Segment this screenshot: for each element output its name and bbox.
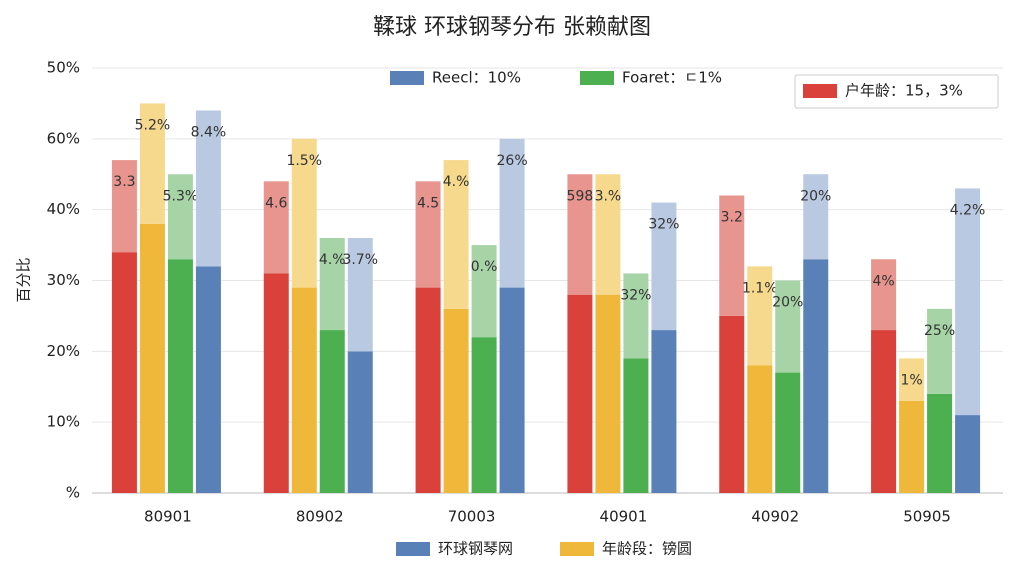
bar-label: 4.%: [319, 252, 346, 268]
bar-segment-upper: [719, 195, 745, 316]
y-tick-label: 40%: [47, 200, 80, 218]
bar-segment-upper: [775, 280, 801, 373]
bar-segment-upper: [347, 238, 373, 352]
bar-segment: [499, 287, 525, 493]
bar-label: 5.2%: [135, 117, 171, 133]
y-tick-label: 10%: [47, 413, 80, 431]
y-tick-label: %: [66, 484, 80, 502]
bar-label: 0.%: [471, 259, 498, 275]
bar-segment-upper: [623, 273, 649, 359]
legend-box: [794, 74, 999, 109]
bar-label: 1%: [900, 372, 922, 388]
legend-item-swatch: [396, 542, 430, 556]
bar-segment-upper: [747, 266, 773, 366]
bar-label: 4.2%: [950, 202, 986, 218]
bar-segment: [899, 400, 925, 493]
bar-label: 3.3: [113, 174, 135, 190]
bar-segment-upper: [499, 138, 525, 288]
bar-segment: [347, 351, 373, 493]
bar-segment: [651, 330, 677, 493]
legend-item-swatch: [390, 71, 424, 85]
bar-label: 3.%: [595, 188, 622, 204]
bar-label: 3.2: [721, 210, 743, 226]
y-tick-label: 30%: [47, 271, 80, 289]
x-tick-label: 80901: [144, 508, 192, 526]
bar-segment: [871, 330, 897, 493]
bar-segment: [319, 330, 345, 493]
bar-segment: [263, 273, 289, 493]
bar-segment: [719, 315, 745, 493]
bar-segment: [747, 365, 773, 493]
bar-label: 3.7%: [342, 252, 378, 268]
bar-label: 25%: [924, 323, 955, 339]
bar-label: 4.%: [443, 174, 470, 190]
bar-segment: [291, 287, 317, 493]
bar-segment: [595, 294, 621, 493]
bar-label: 32%: [648, 217, 679, 233]
bar-segment-upper: [871, 259, 897, 331]
bar-segment-upper: [111, 160, 137, 253]
bar-segment-upper: [263, 181, 289, 274]
x-tick-label: 40901: [600, 508, 648, 526]
bar-segment-upper: [595, 174, 621, 295]
bar-segment: [471, 337, 497, 493]
legend-item-swatch: [803, 84, 837, 98]
legend-item: 年龄段：镑圆: [602, 540, 692, 558]
legend-item: 户年龄：15，3%: [845, 82, 963, 100]
x-tick-label: 70003: [448, 508, 496, 526]
bar-segment-upper: [443, 160, 469, 309]
bar-label: 8.4%: [191, 125, 227, 141]
bar-segment-upper: [415, 181, 441, 288]
bar-segment-upper: [319, 238, 345, 331]
bar-segment-upper: [167, 174, 193, 260]
bar-segment: [195, 266, 221, 493]
bar-label: 598: [567, 188, 594, 204]
bar-label: 4.5: [417, 195, 439, 211]
bar-label: 20%: [772, 295, 803, 311]
bar-segment: [623, 358, 649, 493]
chart-title: 鞣球 环球钢琴分布 张赖献图: [373, 15, 651, 40]
bar-label: 26%: [497, 153, 528, 169]
bar-label: 4%: [872, 273, 894, 289]
y-tick-label: 60%: [47, 129, 80, 147]
x-tick-label: 40902: [751, 508, 799, 526]
legend-item: 环球钢琴网: [438, 540, 513, 558]
legend-item-swatch: [580, 71, 614, 85]
bar-segment: [803, 259, 829, 493]
bar-segment: [567, 294, 593, 493]
legend-item: Foaret：ㄷ1%: [622, 69, 722, 87]
bar-segment-upper: [803, 174, 829, 260]
bar-segment-upper: [291, 138, 317, 288]
bar-segment: [139, 223, 165, 494]
y-tick-label: 20%: [47, 342, 80, 360]
bar-segment: [443, 308, 469, 493]
bar-segment: [167, 259, 193, 493]
bar-segment: [415, 287, 441, 493]
x-tick-label: 80902: [296, 508, 344, 526]
y-axis-label: 百分比: [15, 257, 33, 302]
bar-label: 1.5%: [286, 153, 322, 169]
bar-segment: [955, 415, 981, 493]
bar-segment-upper: [955, 188, 981, 416]
bar-label: 20%: [800, 188, 831, 204]
x-tick-label: 50905: [903, 508, 951, 526]
bar-segment: [111, 252, 137, 493]
bar-segment-upper: [567, 174, 593, 295]
bar-label: 32%: [620, 287, 651, 303]
bar-label: 4.6: [265, 195, 287, 211]
legend-item: Reecl：10%: [432, 69, 521, 87]
bar-segment: [927, 393, 953, 493]
bar-label: 5.3%: [163, 188, 199, 204]
bar-segment-upper: [139, 103, 165, 224]
y-tick-label: 50%: [47, 59, 80, 77]
legend-item-swatch: [560, 542, 594, 556]
bar-segment-upper: [651, 202, 677, 331]
bar-segment-upper: [195, 110, 221, 267]
bar-segment-upper: [927, 308, 953, 394]
bar-label: 1.1%: [742, 280, 778, 296]
bar-segment: [775, 372, 801, 493]
bar-segment-upper: [471, 245, 497, 338]
bar-segment-upper: [899, 358, 925, 401]
